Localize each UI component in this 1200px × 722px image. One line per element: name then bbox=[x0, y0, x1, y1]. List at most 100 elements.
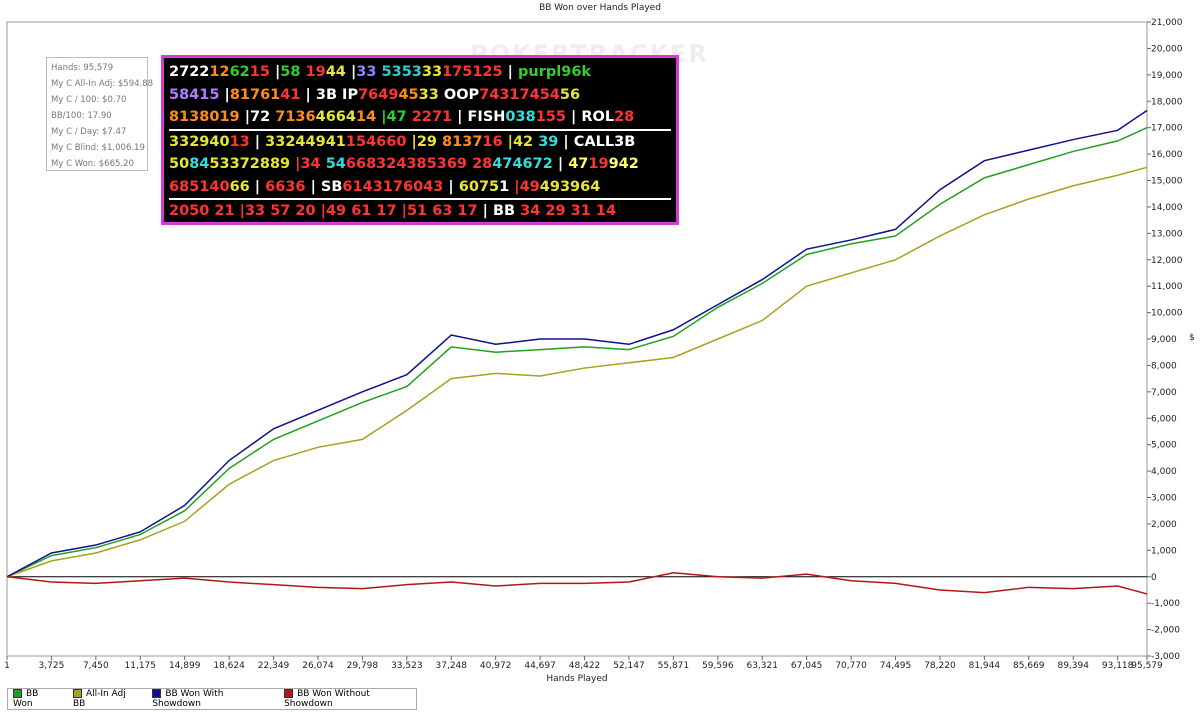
hud-stat: 56 bbox=[559, 86, 581, 103]
hud-stat: 60 bbox=[458, 178, 479, 195]
legend-swatch bbox=[152, 689, 162, 698]
y-tick-label: 7,000 bbox=[1151, 388, 1177, 398]
y-tick-label: 20,000 bbox=[1151, 44, 1183, 54]
legend-item: BB Won Without Showdown bbox=[284, 689, 416, 709]
hud-stat: 46 bbox=[366, 133, 387, 150]
hud-stat: 72 bbox=[532, 156, 553, 172]
hud-stat: 37 bbox=[229, 156, 250, 172]
legend-item: All-In Adj BB bbox=[72, 689, 138, 709]
legend-item: BB Won With Showdown bbox=[152, 689, 270, 709]
y-tick-label: 9,000 bbox=[1151, 335, 1177, 345]
y-tick-label: 2,000 bbox=[1151, 520, 1177, 530]
x-tick-label: 55,871 bbox=[658, 661, 690, 671]
legend-swatch bbox=[284, 689, 294, 698]
hud-stat: 40 bbox=[209, 178, 230, 195]
hud-stat: 51 bbox=[189, 178, 210, 195]
hud-stat: | bbox=[249, 133, 266, 150]
hud-stat: 17 bbox=[442, 64, 463, 80]
hud-stat: | bbox=[219, 86, 230, 103]
x-tick-label: 74,495 bbox=[880, 661, 912, 671]
legend-swatch bbox=[13, 689, 22, 698]
hud-stat: 74 bbox=[519, 86, 540, 103]
hud-stat: 49 bbox=[539, 178, 560, 195]
hud-stat: 22 bbox=[406, 109, 432, 125]
hud-stat: 24 bbox=[386, 156, 407, 172]
x-tick-label: 29,798 bbox=[347, 661, 379, 671]
hud-stat: 71 bbox=[431, 109, 453, 125]
hud-stat: 58415 bbox=[169, 86, 220, 103]
hud-stat: 41 bbox=[325, 133, 346, 150]
x-axis-label: Hands Played bbox=[546, 674, 607, 684]
hud-stat: 57 bbox=[265, 203, 291, 219]
y-tick-label: 1,000 bbox=[1151, 546, 1177, 556]
legend-label: BB Won bbox=[13, 689, 39, 709]
x-tick-label: 93,118 bbox=[1102, 661, 1134, 671]
hud: 2722126215 |58 1944 |33 535333175125 | p… bbox=[161, 55, 679, 225]
hud-stat: |34 bbox=[290, 156, 321, 172]
y-tick-label: 0 bbox=[1151, 573, 1157, 583]
x-tick-label: 48,422 bbox=[569, 661, 601, 671]
hud-stat: 16 bbox=[482, 133, 503, 150]
hud-stat: | ROL bbox=[565, 109, 615, 125]
hud-stat: 46 bbox=[315, 109, 336, 125]
hud-stat: 83 bbox=[366, 156, 387, 172]
y-tick-label: 18,000 bbox=[1151, 97, 1183, 107]
hud-stat: 76 bbox=[358, 86, 379, 103]
x-tick-label: 7,450 bbox=[83, 661, 109, 671]
stat-line: My C Blind: $1,006.19 bbox=[51, 143, 145, 153]
hud-stat: 20 bbox=[169, 203, 190, 219]
hud-stat: 53 bbox=[376, 64, 402, 80]
hud-stat: 29 bbox=[189, 133, 210, 150]
hud-stat: 80 bbox=[199, 109, 220, 125]
y-tick-label: 17,000 bbox=[1151, 124, 1183, 134]
hud-stat: 0 bbox=[505, 109, 516, 125]
hud-stat: 46 bbox=[512, 156, 533, 172]
legend-swatch bbox=[72, 689, 82, 698]
hud-stat: |29 bbox=[406, 133, 437, 150]
hud-stat: 61 bbox=[346, 203, 372, 219]
hud-stat: 75 bbox=[478, 178, 500, 195]
hud-row: 508453372889 |34 54668324385369 28474672… bbox=[169, 153, 671, 176]
hud-stat: 28 bbox=[249, 156, 270, 172]
x-tick-label: 67,045 bbox=[791, 661, 823, 671]
hud-stat: | 3B IP bbox=[300, 86, 359, 103]
hud-stat: 33 bbox=[356, 64, 377, 80]
hud-stat: 15 bbox=[345, 133, 367, 150]
hud-stat: 81 bbox=[437, 133, 463, 150]
hud-row: 8138019 |72 7136466414 |47 2271 | FISH03… bbox=[169, 106, 671, 129]
hud-stat: 47 bbox=[568, 156, 589, 172]
y-axis-label: $ bbox=[1189, 333, 1195, 343]
hud-stat: 29 bbox=[540, 203, 566, 219]
x-tick-label: 59,596 bbox=[702, 661, 734, 671]
hud-stat: |49 bbox=[509, 178, 540, 195]
hud-stat: 2 bbox=[628, 156, 639, 172]
hud-stat: 13 bbox=[179, 109, 200, 125]
hud-stat: 45 bbox=[398, 86, 419, 103]
series-line bbox=[6, 126, 1148, 578]
hud-stat: 25 bbox=[482, 64, 503, 80]
stat-line: My C Won: $665.20 bbox=[51, 159, 134, 169]
legend-label: BB Won Without Showdown bbox=[284, 689, 370, 709]
hud-stat: | bbox=[443, 178, 459, 195]
x-tick-label: 89,394 bbox=[1057, 661, 1089, 671]
hud-stat: | BB bbox=[477, 203, 516, 219]
stats-box: Hands: 95,579 My C All-In Adj: $594.88 My … bbox=[46, 57, 153, 171]
hud-stat: 17 bbox=[382, 178, 403, 195]
hud-stat: 68 bbox=[169, 178, 190, 195]
hud-stat: 54 bbox=[539, 86, 560, 103]
hud-stat: 53 bbox=[426, 156, 447, 172]
stat-line: Hands: 95,579 bbox=[51, 63, 114, 73]
hud-stat: 60 bbox=[386, 133, 407, 150]
hud-stat: 61 bbox=[342, 178, 363, 195]
hud-stat: 12 bbox=[209, 64, 230, 80]
x-tick-label: 11,175 bbox=[125, 661, 157, 671]
hud-stat: | bbox=[269, 64, 281, 80]
x-tick-label: 22,349 bbox=[258, 661, 290, 671]
x-tick-label: 70,770 bbox=[835, 661, 867, 671]
hud-stat: 66 bbox=[229, 178, 250, 195]
hud-stat: | SB bbox=[305, 178, 343, 195]
hud-stat: 38 bbox=[406, 156, 427, 172]
hud-stat: |49 bbox=[315, 203, 347, 219]
hud-stat: 51 bbox=[462, 64, 483, 80]
